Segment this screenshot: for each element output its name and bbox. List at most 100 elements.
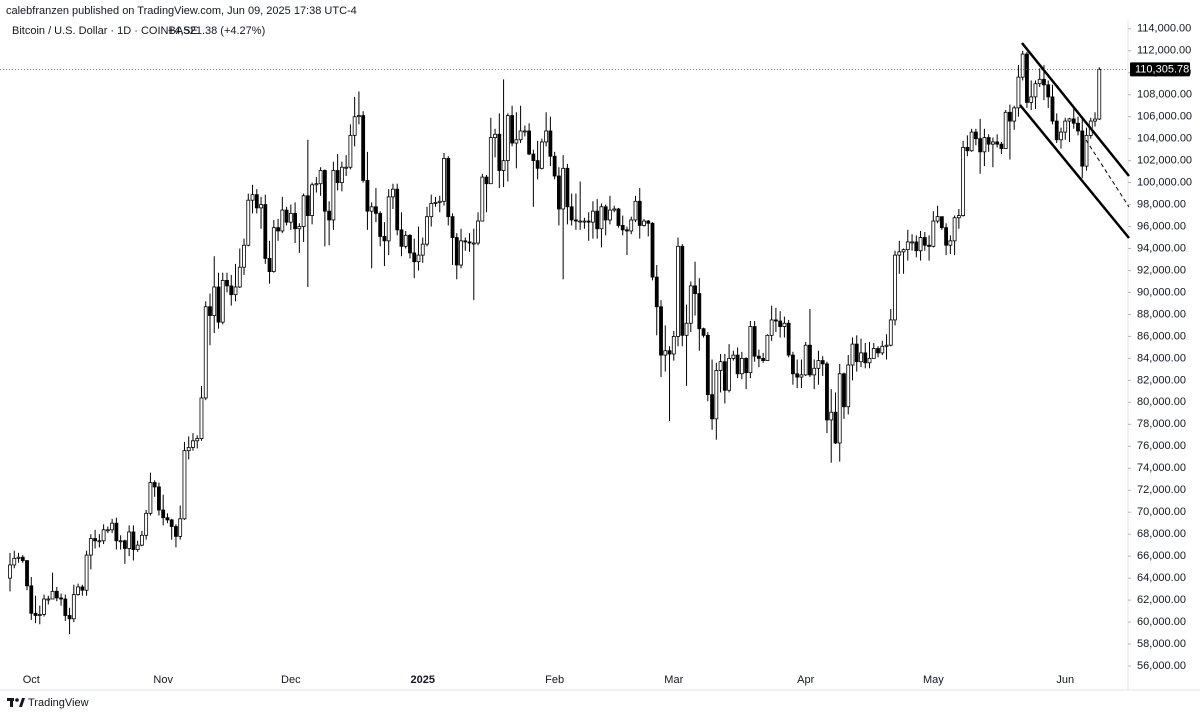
candle-body <box>480 176 485 222</box>
candle-body <box>1033 83 1038 98</box>
candle-body <box>842 373 846 408</box>
candle-body <box>514 139 519 144</box>
candle-body <box>310 184 315 216</box>
candle-body <box>756 355 761 359</box>
candle-body <box>37 613 42 616</box>
candle-body <box>731 354 736 359</box>
candle-body <box>710 394 714 420</box>
candle-body <box>663 350 668 356</box>
y-tick-label: 98,000.00 <box>1137 198 1186 210</box>
candle-body <box>1084 134 1089 167</box>
candle-body <box>186 446 191 452</box>
candle-body <box>893 254 897 321</box>
candle-body <box>416 254 421 263</box>
candle-body <box>271 227 276 272</box>
x-tick-label: Nov <box>153 674 173 686</box>
candle-body <box>357 115 361 118</box>
candle-body <box>178 518 183 537</box>
candle-body <box>629 219 634 232</box>
candle-body <box>335 170 340 184</box>
candle-body <box>403 234 408 247</box>
candle-body <box>671 336 676 355</box>
y-tick-label: 82,000.00 <box>1137 374 1186 386</box>
candle-body <box>220 279 225 323</box>
y-tick-label: 112,000.00 <box>1137 45 1191 57</box>
candle-body <box>854 343 859 363</box>
candle-body <box>527 130 532 155</box>
candle-body <box>208 306 212 316</box>
candle-body <box>420 243 425 256</box>
candle-body <box>429 203 434 218</box>
candle-body <box>297 226 302 230</box>
candle-body <box>739 357 744 375</box>
candle-body <box>871 348 876 359</box>
candle-body <box>1054 120 1059 141</box>
candle-body <box>616 208 621 226</box>
candle-body <box>131 531 136 550</box>
candle-body <box>539 141 544 169</box>
candle-body <box>365 180 370 212</box>
candle-body <box>412 252 417 263</box>
y-tick-label: 76,000.00 <box>1137 440 1186 452</box>
candle-body <box>391 188 395 198</box>
candle-body <box>1059 131 1063 141</box>
candle-body <box>339 166 344 184</box>
candle-body <box>1050 96 1055 122</box>
y-tick-label: 64,000.00 <box>1137 572 1186 584</box>
candle-body <box>20 556 25 561</box>
candle-body <box>50 590 55 600</box>
candle-body <box>1071 118 1076 124</box>
y-tick-label: 100,000.00 <box>1137 177 1192 189</box>
candle-body <box>67 615 72 620</box>
candle-body <box>382 236 387 242</box>
change: +4,521.38 (+4.27%) <box>168 25 265 37</box>
candle-body <box>552 155 557 177</box>
candle-body <box>501 160 506 171</box>
candle-body <box>284 209 289 223</box>
candle-body <box>565 167 570 208</box>
y-tick-label: 58,000.00 <box>1137 638 1186 650</box>
candle-body <box>791 354 795 375</box>
candle-body <box>722 361 727 391</box>
candle-body <box>467 241 472 244</box>
candle-body <box>969 131 974 152</box>
candle-body <box>459 240 463 266</box>
y-tick-label: 90,000.00 <box>1137 286 1186 298</box>
candle-body <box>863 352 868 364</box>
candle-body <box>195 438 200 442</box>
candle-body <box>829 411 834 421</box>
candle-body <box>327 210 332 221</box>
candle-body <box>71 594 76 620</box>
candle-body <box>995 141 1000 145</box>
y-tick-label: 96,000.00 <box>1137 220 1186 232</box>
candle-body <box>574 219 578 222</box>
candle-body <box>259 204 263 209</box>
candle-body <box>778 320 783 327</box>
candle-body <box>1012 107 1017 122</box>
candle-body <box>884 344 889 347</box>
candle-body <box>910 241 914 244</box>
candle-body <box>442 158 446 202</box>
published-line: calebfranzen published on TradingView.co… <box>6 5 357 17</box>
candle-body <box>463 240 468 243</box>
candle-body <box>225 279 229 287</box>
candle-body <box>1093 118 1097 122</box>
candle-body <box>786 322 791 356</box>
candle-body <box>267 258 272 272</box>
candle-body <box>939 216 944 229</box>
candle-body <box>165 517 170 521</box>
candle-body <box>901 249 906 253</box>
candle-body <box>876 348 880 354</box>
candle-body <box>122 540 127 549</box>
candle-body <box>1042 78 1046 86</box>
candle-body <box>991 141 995 145</box>
candle-body <box>518 130 523 141</box>
channel-mid <box>1085 139 1130 208</box>
candle-body <box>276 227 280 232</box>
candle-body <box>535 160 540 169</box>
candle-body <box>833 411 838 444</box>
candle-body <box>948 240 953 246</box>
y-tick-label: 114,000.00 <box>1137 23 1191 35</box>
candle-body <box>999 143 1004 149</box>
candle-body <box>586 220 591 223</box>
